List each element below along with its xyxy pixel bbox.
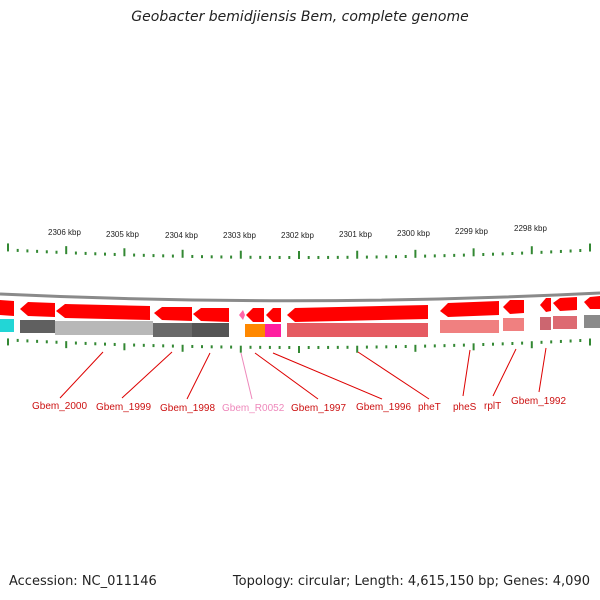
gene-arrow[interactable] <box>584 296 600 309</box>
gene-arrow-phet[interactable] <box>287 305 428 322</box>
band-segment <box>55 321 153 335</box>
band-segment <box>553 316 577 329</box>
band-segment <box>192 323 229 337</box>
gene-label[interactable]: Gbem_1996 <box>356 402 411 413</box>
gene-arrow-gbem-1999[interactable] <box>56 304 150 320</box>
band-segment <box>153 323 192 337</box>
leader-line <box>272 352 383 400</box>
gene-label[interactable]: Gbem_1998 <box>160 403 215 414</box>
ruler-label: 2300 kbp <box>397 229 430 238</box>
ruler-label: 2305 kbp <box>106 230 139 239</box>
ruler-labels: 2306 kbp 2305 kbp 2304 kbp 2303 kbp 2302… <box>48 224 547 240</box>
gene-label[interactable]: Gbem_1997 <box>291 403 346 414</box>
ruler-label: 2303 kbp <box>223 231 256 240</box>
gene-arrow-phes[interactable] <box>440 301 499 317</box>
gene-label[interactable]: Gbem_1999 <box>96 402 151 413</box>
rna-arrow-gbem-r0052[interactable] <box>239 310 245 320</box>
map-title: Geobacter bemidjiensis Bem, complete gen… <box>131 9 469 25</box>
gene-label[interactable]: Gbem_R0052 <box>222 403 285 414</box>
leader-line <box>462 349 471 397</box>
band-segment <box>265 324 281 337</box>
leader-line <box>186 352 211 400</box>
gene-arrow-gbem-1997[interactable] <box>246 308 264 322</box>
band-segment <box>245 324 265 337</box>
leader-line <box>492 348 517 397</box>
ruler-label: 2302 kbp <box>281 231 314 240</box>
genome-summary: Topology: circular; Length: 4,615,150 bp… <box>232 574 590 589</box>
gene-labels: Gbem_2000 Gbem_1999 Gbem_1998 Gbem_R0052… <box>32 396 566 414</box>
band-segment <box>20 320 55 333</box>
band-segment <box>503 318 524 331</box>
ruler-label: 2301 kbp <box>339 230 372 239</box>
leader-line <box>59 351 104 399</box>
gene-arrow[interactable] <box>0 300 14 316</box>
accession-label: Accession: NC_011146 <box>9 574 157 589</box>
gene-arrow-gbem-1996[interactable] <box>266 308 281 322</box>
annotation-band <box>0 315 600 337</box>
gene-arrow-rplt[interactable] <box>503 300 524 314</box>
gene-arrow-gbem-1992[interactable] <box>540 298 551 312</box>
gene-arrow-gbem-2000[interactable] <box>20 302 55 317</box>
gene-arrow[interactable] <box>553 297 577 311</box>
upper-tick-row <box>7 243 591 259</box>
ruler-label: 2298 kbp <box>514 224 547 233</box>
ruler-label: 2299 kbp <box>455 227 488 236</box>
band-segment <box>440 320 499 333</box>
gene-label[interactable]: pheS <box>453 402 477 413</box>
gene-arrow-gbem-1998b[interactable] <box>193 308 229 322</box>
genome-backbone <box>0 291 600 303</box>
leader-line <box>121 351 173 399</box>
leader-lines <box>59 347 547 400</box>
band-segment <box>287 323 428 337</box>
band-segment <box>584 315 600 328</box>
ruler-label: 2304 kbp <box>165 231 198 240</box>
leader-line <box>357 351 430 400</box>
leader-line <box>254 352 319 400</box>
gene-arrow-gbem-1998[interactable] <box>154 307 192 321</box>
leader-line <box>240 352 253 400</box>
gene-label[interactable]: rplT <box>484 401 501 412</box>
band-segment <box>540 317 551 330</box>
lower-tick-row <box>7 338 591 353</box>
gene-label[interactable]: Gbem_2000 <box>32 401 87 412</box>
ruler-label: 2306 kbp <box>48 228 81 237</box>
gene-label[interactable]: pheT <box>418 402 441 413</box>
feature-track <box>0 296 600 322</box>
band-segment <box>0 319 14 332</box>
gene-label[interactable]: Gbem_1992 <box>511 396 566 407</box>
leader-line <box>538 347 547 393</box>
